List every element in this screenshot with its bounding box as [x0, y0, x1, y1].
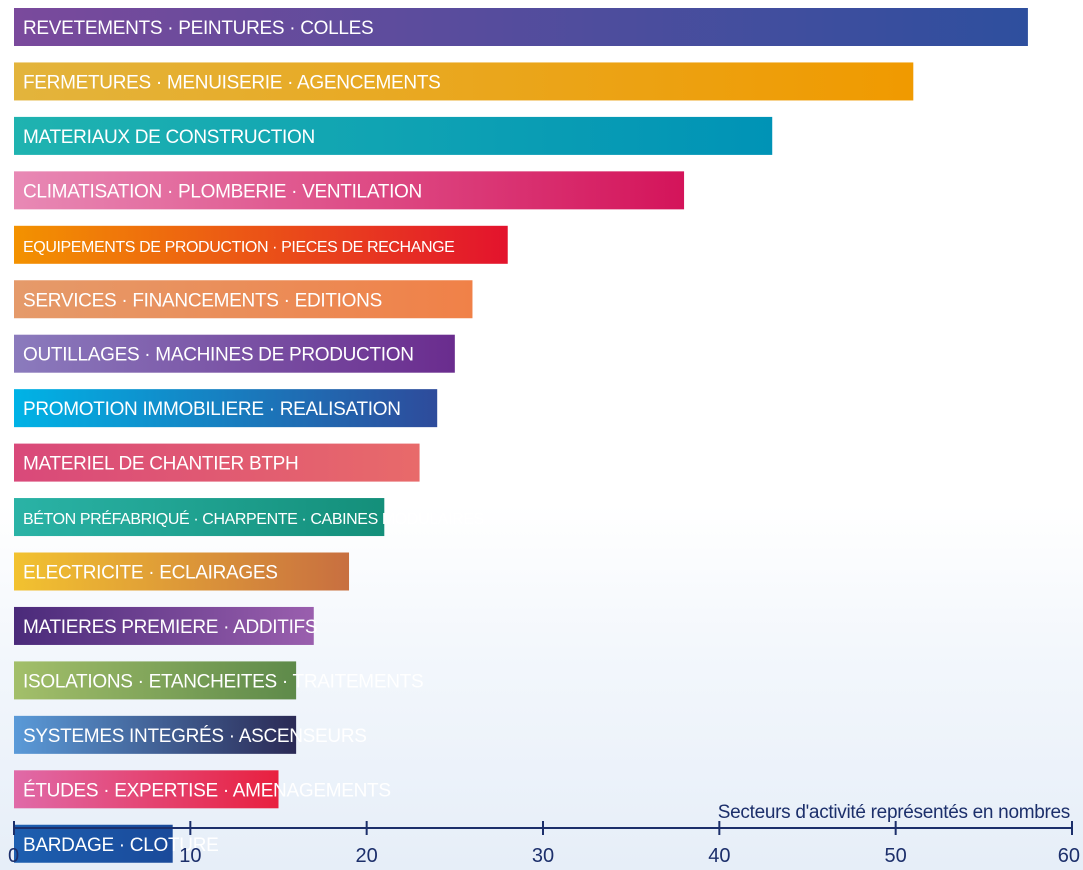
bar-label: FERMETURES · MENUISERIE · AGENCEMENTS [23, 72, 441, 93]
bar [14, 8, 1028, 46]
bar-label: REVETEMENTS · PEINTURES · COLLES [23, 18, 373, 39]
x-tick-label: 40 [708, 845, 730, 867]
bars-layer: REVETEMENTS · PEINTURES · COLLES FERMETUR… [14, 8, 1028, 863]
bar [14, 171, 685, 210]
bar [14, 334, 455, 373]
bar [14, 552, 350, 591]
bar-label: EQUIPEMENTS DE PRODUCTION · PIECES DE RE… [23, 239, 454, 256]
bar-label: ÉTUDES · EXPERTISE · AMENAGEMENTS [23, 780, 391, 801]
x-axis-title: Secteurs d'activité représentés en nombr… [718, 802, 1070, 823]
bar [14, 770, 279, 809]
x-tick-label: 50 [885, 845, 907, 867]
bar [14, 116, 773, 155]
bar [14, 606, 314, 645]
x-axis: Secteurs d'activité représentés en nombr… [8, 802, 1080, 867]
bar [14, 443, 420, 482]
bar-label: CLIMATISATION · PLOMBERIE · VENTILATION [23, 181, 422, 202]
bar-label: ISOLATIONS · ETANCHEITES · TRAITEMENTS [23, 671, 423, 692]
bar-label: SERVICES · FINANCEMENTS · EDITIONS [23, 290, 382, 311]
bar [14, 498, 385, 537]
bar [14, 389, 438, 428]
x-tick-label: 20 [356, 845, 378, 867]
bar [14, 715, 297, 754]
bar-label: MATERIEL DE CHANTIER BTPH [23, 454, 298, 475]
bar-label: BÉTON PRÉFABRIQUÉ · CHARPENTE · CABINES … [23, 509, 484, 528]
bar [14, 225, 508, 264]
bar-label: MATIERES PREMIERE · ADDITIFS [23, 617, 317, 638]
bar [14, 62, 914, 101]
x-tick-label: 60 [1058, 845, 1080, 867]
bar [14, 824, 173, 863]
bar-label: SYSTEMES INTEGRÉS · ASCENSEURS [23, 726, 367, 747]
bar-label: ELECTRICITE · ECLAIRAGES [23, 563, 278, 584]
bar-label: OUTILLAGES · MACHINES DE PRODUCTION [23, 345, 414, 366]
bar-label: PROMOTION IMMOBILIERE · REALISATION [23, 399, 401, 420]
bar-label: BARDAGE · CLOTURE [23, 835, 219, 856]
x-tick-label: 0 [8, 845, 19, 867]
x-tick-label: 30 [532, 845, 554, 867]
bar [14, 661, 297, 700]
x-tick-label: 10 [179, 845, 201, 867]
bar-label: MATERIAUX DE CONSTRUCTION [23, 127, 315, 148]
bar [14, 280, 473, 319]
